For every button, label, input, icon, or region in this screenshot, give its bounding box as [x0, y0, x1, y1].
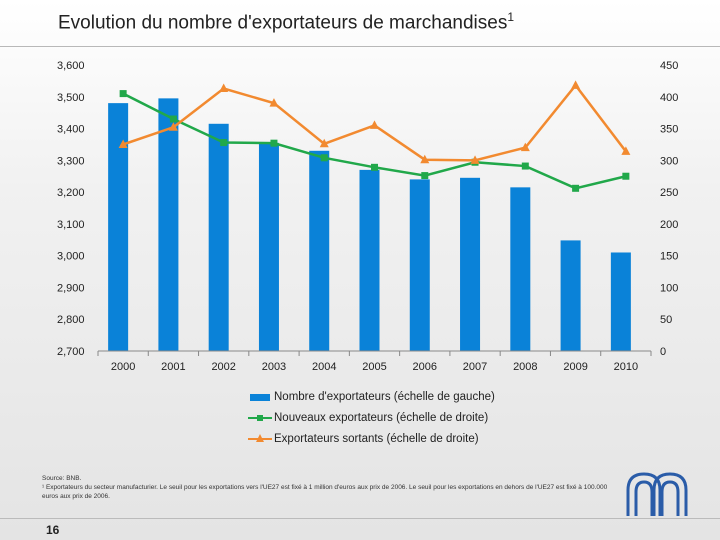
marker-new-exporters: [521, 162, 529, 170]
legend-item-exit: Exportateurs sortants (échelle de droite…: [248, 428, 495, 449]
marker-exiting-exporters: [269, 98, 279, 107]
marker-exiting-exporters: [470, 155, 480, 164]
bar: [460, 177, 481, 351]
combo-chart: 2,700 2,800 2,900 3,000 3,100 3,200 3,300 3,400…: [57, 60, 678, 373]
x-tick-label: 2005: [362, 361, 386, 373]
bar: [610, 252, 631, 351]
footnote: ¹ Exportateurs du secteur manufacturier.…: [42, 484, 608, 500]
marker-exiting-exporters: [571, 80, 581, 89]
right-tick-label: 450: [660, 60, 678, 72]
marker-exiting-exporters: [219, 83, 229, 93]
marker-new-exporters: [320, 154, 328, 162]
x-tick-label: 2007: [463, 361, 487, 373]
marker-exiting-exporters: [370, 120, 379, 129]
title-footnote-mark: 1: [507, 10, 515, 24]
left-tick-label: 3,600: [57, 60, 85, 72]
left-tick-label: 2,900: [57, 282, 85, 294]
marker-new-exporters: [220, 139, 228, 147]
left-axis-ticks: 2,700 2,800 2,900 3,000 3,100 3,200 3,300 3,400…: [57, 60, 85, 358]
legend-label-exit: Exportateurs sortants (échelle de droite…: [274, 432, 479, 445]
left-tick-label: 3,200: [57, 187, 85, 199]
marker-exiting-exporters: [621, 146, 631, 155]
bar: [510, 187, 531, 351]
title-divider: [0, 46, 720, 47]
page-number: 16: [46, 523, 60, 537]
bnb-logo-icon: [626, 472, 688, 516]
legend-line-swatch-exit: [248, 433, 272, 445]
marker-exiting-exporters: [420, 154, 430, 164]
right-tick-label: 250: [660, 187, 678, 199]
marker-new-exporters: [622, 172, 630, 180]
bar: [258, 142, 279, 351]
marker-new-exporters: [371, 163, 378, 171]
left-tick-label: 3,500: [57, 92, 85, 104]
x-axis-ticks: 2000 2001 2002 2003 2004 2005 2006 2007 2008 2009…: [97, 351, 652, 373]
x-tick-label: 2003: [262, 361, 286, 373]
footer-divider: [0, 518, 720, 519]
line-series: [118, 80, 631, 192]
legend-line-swatch-new: [248, 412, 272, 424]
bar-series-exporters: [108, 98, 631, 352]
bar: [208, 123, 229, 352]
chart-legend: Nombre d'exportateurs (échelle de gauche…: [248, 386, 495, 449]
x-tick-label: 2008: [513, 361, 537, 373]
bar: [409, 179, 430, 351]
legend-item-new: Nouveaux exportateurs (échelle de droite…: [248, 407, 495, 428]
page-title: Evolution du nombre d'exportateurs de ma…: [58, 10, 515, 34]
marker-exiting-exporters: [520, 142, 530, 152]
left-tick-label: 3,100: [57, 219, 85, 231]
bar: [359, 169, 380, 351]
right-tick-label: 400: [660, 92, 678, 104]
right-tick-label: 200: [660, 219, 678, 231]
marker-exiting-exporters: [118, 139, 128, 148]
marker-new-exporters: [119, 90, 127, 98]
bar: [108, 103, 129, 351]
legend-label-new: Nouveaux exportateurs (échelle de droite…: [274, 411, 489, 424]
chart-notes: Source: BNB. ¹ Exportateurs du secteur m…: [42, 474, 622, 501]
marker-new-exporters: [421, 172, 429, 180]
right-tick-label: 300: [660, 155, 678, 167]
legend-label-exporters: Nombre d'exportateurs (échelle de gauche…: [274, 390, 495, 403]
marker-exiting-exporters: [319, 138, 329, 148]
x-tick-label: 2006: [413, 361, 437, 373]
right-tick-label: 50: [660, 314, 672, 326]
x-tick-label: 2009: [563, 361, 587, 373]
marker-new-exporters: [169, 115, 177, 123]
marker-exiting-exporters: [168, 122, 178, 131]
marker-new-exporters: [270, 139, 278, 147]
bar: [560, 240, 581, 351]
x-tick-label: 2004: [312, 361, 336, 373]
bar: [309, 150, 330, 351]
bar: [158, 98, 179, 351]
left-tick-label: 2,800: [57, 314, 85, 326]
left-tick-label: 3,400: [57, 124, 85, 136]
legend-bar-swatch: [248, 391, 272, 403]
legend-item-exporters: Nombre d'exportateurs (échelle de gauche…: [248, 386, 495, 407]
right-tick-label: 150: [660, 251, 678, 263]
right-tick-label: 100: [660, 282, 678, 294]
right-tick-label: 0: [660, 346, 666, 358]
x-tick-label: 2010: [614, 361, 638, 373]
left-tick-label: 3,000: [57, 251, 85, 263]
right-tick-label: 350: [660, 124, 678, 136]
right-axis-ticks: 0 50 100 150 200 250 300 350 400 450: [660, 60, 678, 358]
x-tick-label: 2002: [211, 361, 235, 373]
x-tick-label: 2000: [111, 361, 135, 373]
marker-new-exporters: [572, 184, 580, 192]
x-tick-label: 2001: [161, 361, 185, 373]
left-tick-label: 3,300: [57, 155, 85, 167]
left-tick-label: 2,700: [57, 346, 85, 358]
source-note: Source: BNB.: [42, 475, 82, 482]
